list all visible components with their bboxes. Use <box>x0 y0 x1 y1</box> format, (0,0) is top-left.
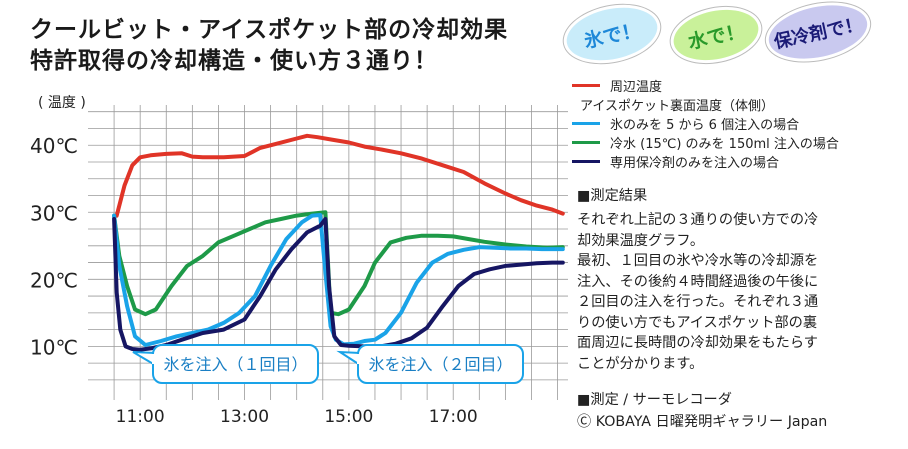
result-line: りの使い方でもアイスポケット部の裏 <box>577 314 818 331</box>
y-axis-label: ( 温度 ) <box>38 95 86 111</box>
copyright: Ⓒ KOBAYA 日曜発明ギャラリー Japan <box>577 414 828 430</box>
result-line: それぞれ上記の３通りの使い方での冷 <box>577 212 819 228</box>
legend-swatch-ice <box>572 122 600 125</box>
measurement-note: ■測定 / サーモレコーダ <box>577 392 732 408</box>
legend-swatch-cold-water <box>572 141 600 144</box>
legend-swatch-cold-pack <box>572 160 600 163</box>
chart-title-line2: 特許取得の冷却構造・使い方３通り！ <box>30 48 438 74</box>
chart-title-line1: クールビット・アイスポケット部の冷却効果 <box>30 17 509 43</box>
legend-label-cold-pack: 専用保冷剤のみを注入の場合 <box>610 156 780 171</box>
series-line <box>114 133 565 218</box>
result-line: ことが分かります。 <box>577 355 704 372</box>
legend-label-back-surface: アイスポケット裏面温度（体側） <box>580 99 774 114</box>
legend-item-cold-pack: 専用保冷剤のみを注入の場合 <box>572 152 892 171</box>
series-line <box>112 210 565 317</box>
legend-item-ambient: 周辺温度 <box>572 76 892 95</box>
x-tick-label: 11:00 <box>116 407 165 427</box>
legend-subheading: アイスポケット裏面温度（体側） <box>572 95 892 114</box>
annotation-label: 氷を注入（１回目） <box>163 355 307 374</box>
result-heading: ■測定結果 <box>577 188 648 204</box>
legend-swatch-ambient <box>572 84 600 87</box>
result-line: 面周辺に長時間の冷却効果をもたらす <box>577 335 818 351</box>
series-line <box>112 217 565 352</box>
legend-item-ice: 氷のみを 5 から 6 個注入の場合 <box>572 114 892 133</box>
x-axis-ticks: 11:00 13:00 15:00 17:00 <box>116 407 478 427</box>
result-line: 注入、その後約４時間経過後の午後に <box>577 273 819 290</box>
result-line: 最初、１回目の氷や冷水等の冷却源を <box>577 253 819 269</box>
legend-label-ice: 氷のみを 5 から 6 個注入の場合 <box>610 118 800 133</box>
x-tick-label: 15:00 <box>324 407 373 427</box>
series-lines <box>112 133 565 352</box>
legend-item-cold-water: 冷水 (15℃) のみを 150ml 注入の場合 <box>572 133 892 152</box>
y-tick-label: 20℃ <box>30 268 78 292</box>
x-tick-label: 17:00 <box>429 407 478 427</box>
x-tick-label: 13:00 <box>220 407 269 427</box>
result-line: ２回目の注入を行った。それぞれ３通 <box>577 294 819 310</box>
series-line <box>112 213 565 347</box>
result-line: 却効果温度グラフ。 <box>577 232 705 249</box>
y-tick-label: 30℃ <box>30 201 78 225</box>
annotations: 氷を注入（１回目） 氷を注入（２回目） <box>132 344 524 384</box>
y-tick-label: 10℃ <box>30 335 78 359</box>
result-paragraph: それぞれ上記の３通りの使い方での冷 却効果温度グラフ。 最初、１回目の氷や冷水等… <box>577 210 818 374</box>
y-axis-ticks: 10℃ 20℃ 30℃ 40℃ <box>30 134 78 359</box>
annotation-label: 氷を注入（２回目） <box>368 355 512 374</box>
legend: 周辺温度 アイスポケット裏面温度（体側） 氷のみを 5 から 6 個注入の場合 … <box>572 76 892 171</box>
legend-label-cold-water: 冷水 (15℃) のみを 150ml 注入の場合 <box>610 137 839 152</box>
legend-label-ambient: 周辺温度 <box>610 80 663 95</box>
y-tick-label: 40℃ <box>30 134 78 158</box>
